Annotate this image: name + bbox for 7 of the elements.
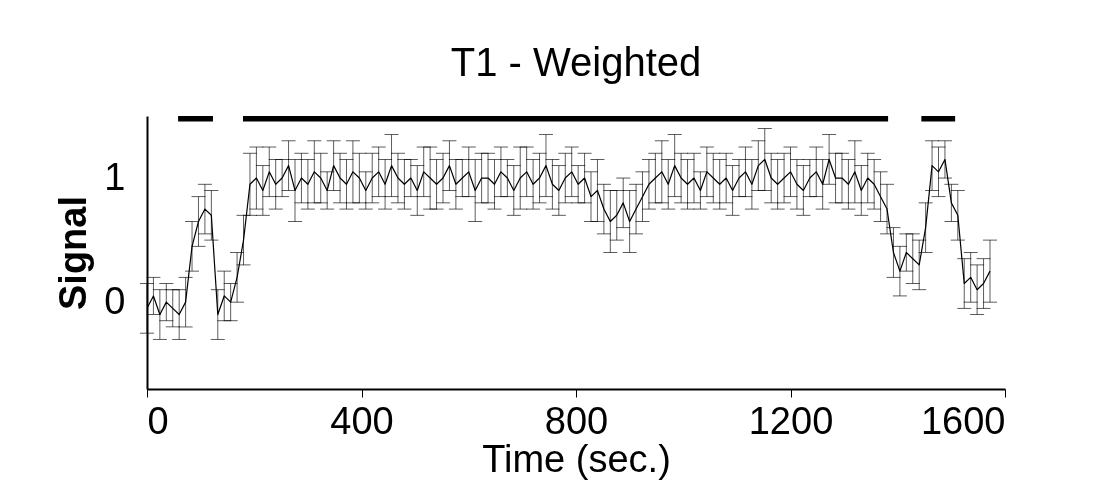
x-tick-label: 1600	[920, 399, 1006, 442]
y-tick-label: 1	[104, 155, 126, 198]
y-axis-title: Signal	[52, 195, 95, 311]
x-tick-label: 0	[147, 399, 169, 442]
x-tick-label: 400	[330, 399, 394, 442]
x-tick-label: 1200	[748, 399, 834, 442]
chart-title: T1 - Weighted	[450, 40, 702, 84]
